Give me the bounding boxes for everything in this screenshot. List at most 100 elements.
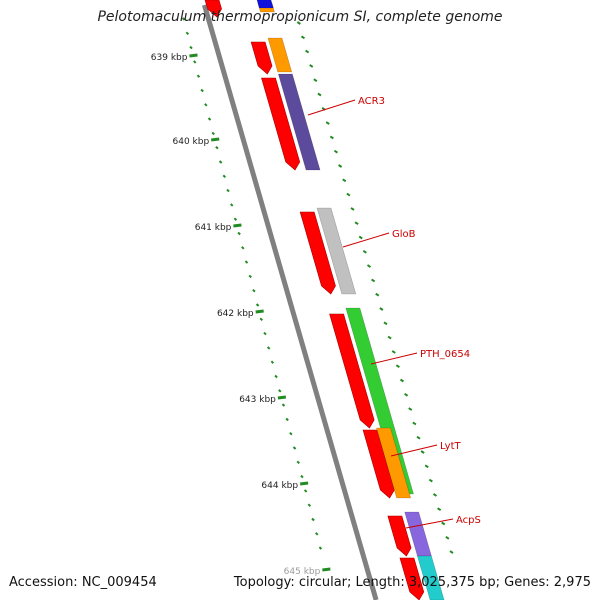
- outer-track-mark: [387, 335, 392, 340]
- scale-dot: [281, 403, 286, 407]
- scale-dot: [270, 360, 275, 364]
- scale-dot: [230, 203, 234, 207]
- scale-dot: [196, 74, 201, 78]
- outer-track-mark: [383, 321, 388, 326]
- scale-tick-label: 640 kbp: [173, 137, 210, 147]
- scale-dot: [252, 288, 256, 293]
- outer-track-mark: [375, 292, 380, 297]
- scale-dot: [289, 431, 293, 436]
- outer-track-mark: [445, 535, 450, 540]
- outer-track-mark: [420, 450, 425, 454]
- gene-leader-line: [390, 444, 438, 457]
- scale-dot: [259, 317, 263, 322]
- scale-dot: [226, 188, 230, 193]
- scale-tick-label: 645 kbp: [284, 567, 321, 577]
- outer-track-mark: [354, 221, 359, 226]
- cds-arrow: [250, 41, 273, 75]
- scale-dot: [318, 546, 323, 550]
- scale-tick-label: 639 kbp: [151, 53, 188, 63]
- outer-track-mark: [317, 92, 322, 97]
- outer-track-mark: [309, 64, 314, 68]
- scale-dot: [266, 346, 271, 350]
- scale-dot: [189, 45, 193, 50]
- accession-label: Accession: NC_009454: [9, 575, 157, 590]
- outer-track-mark: [371, 278, 376, 283]
- scale-tick: [299, 481, 309, 486]
- scale-dot: [278, 389, 282, 393]
- outer-track-mark: [333, 149, 339, 154]
- scale-tick-label: 641 kbp: [195, 223, 232, 233]
- gene-leader-line: [370, 352, 418, 365]
- outer-track-mark: [342, 178, 347, 183]
- cds-arrow: [362, 429, 395, 499]
- scale-tick: [189, 53, 198, 58]
- gene-label: LytT: [440, 441, 461, 452]
- scale-dot: [315, 532, 319, 536]
- map-title: Pelotomaculum thermopropionicum SI, comp…: [97, 9, 503, 25]
- genome-summary-label: Topology: circular; Length: 3,025,375 bp…: [233, 575, 591, 590]
- feature-track: [204, 0, 445, 600]
- scale-dot: [207, 117, 212, 121]
- scale-dot: [233, 217, 238, 221]
- scale-tick: [255, 309, 264, 314]
- scale-dot: [200, 88, 204, 93]
- scale-dot: [181, 17, 186, 21]
- scale-dot: [296, 460, 300, 465]
- feature-block: [417, 555, 445, 600]
- scale-dot: [300, 474, 304, 479]
- scale-dot: [303, 489, 308, 493]
- gene-label: GloB: [392, 229, 416, 240]
- scale-dot: [285, 417, 289, 422]
- scale-dot: [307, 503, 312, 507]
- outer-track-mark: [412, 421, 417, 426]
- gene-leader-line: [405, 518, 454, 529]
- outer-track-mark: [432, 493, 438, 497]
- gene-label: PTH_0654: [420, 349, 470, 360]
- outer-track-mark: [379, 307, 384, 311]
- scale-dot: [222, 174, 227, 179]
- cds-arrow: [299, 211, 336, 295]
- scale-track: 639 kbp 640 kbp 641 kbp 642 kbp 643 kbp 644 k…: [151, 17, 454, 577]
- scale-dot: [255, 303, 260, 307]
- scale-dot: [211, 131, 215, 136]
- scale-tick-label: 642 kbp: [217, 309, 254, 319]
- gene-label: AcpS: [456, 515, 481, 526]
- scale-tick: [277, 395, 287, 400]
- outer-track-mark: [366, 264, 372, 268]
- scale-dot: [248, 274, 252, 279]
- scale-tick-label: 643 kbp: [239, 395, 276, 405]
- outer-track-mark: [350, 207, 355, 211]
- scale-dot: [241, 246, 245, 250]
- outer-track-mark: [441, 521, 446, 526]
- scale-dot: [215, 145, 219, 150]
- outer-track-mark: [300, 35, 306, 40]
- feature-block: [316, 207, 357, 295]
- outer-track-mark: [329, 135, 334, 140]
- scale-tick: [211, 137, 220, 142]
- scale-dot: [237, 231, 241, 236]
- feature-block: [256, 0, 274, 9]
- cds-arrow: [329, 313, 375, 429]
- outer-track-mark: [325, 121, 330, 125]
- backbone-line: [202, 4, 379, 600]
- outer-track-mark: [408, 407, 413, 411]
- outer-track-mark: [449, 550, 454, 554]
- outer-track-mark: [437, 507, 442, 512]
- gene-label-layer: ACR3 GloB PTH_0654 LytT AcpS: [307, 96, 481, 529]
- outer-track-mark: [362, 249, 367, 254]
- scale-tick: [233, 223, 242, 228]
- scale-tick-label: 644 kbp: [261, 481, 298, 491]
- cds-arrow: [204, 0, 222, 18]
- outer-track-mark: [313, 78, 318, 83]
- feature-block: [376, 427, 412, 499]
- gene-leader-line: [342, 232, 390, 248]
- cds-arrow: [399, 557, 425, 600]
- outer-track-mark: [296, 21, 301, 25]
- gene-leader-line: [307, 99, 356, 116]
- scale-dot: [263, 331, 267, 336]
- scale-dot: [193, 60, 197, 64]
- outer-track-mark: [391, 350, 396, 354]
- scale-dot: [218, 160, 223, 164]
- feature-block: [277, 73, 321, 171]
